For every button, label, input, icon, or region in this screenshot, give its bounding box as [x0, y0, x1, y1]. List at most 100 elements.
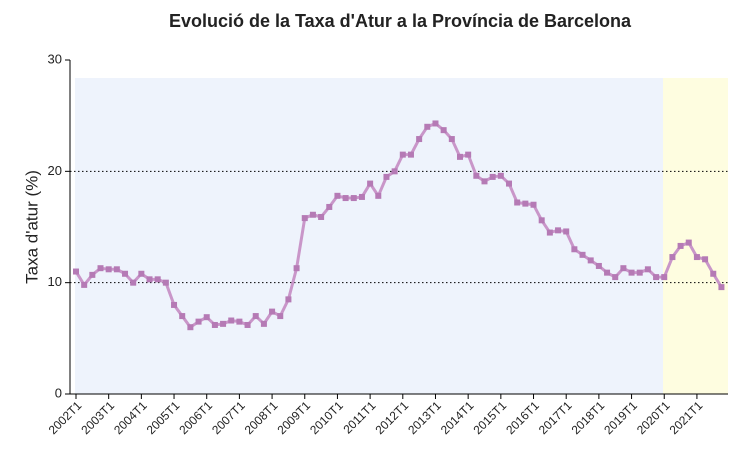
- point: [587, 257, 594, 264]
- x-tick-label: 2005T1: [144, 398, 183, 437]
- point: [555, 227, 562, 234]
- x-tick-label: 2017T1: [536, 398, 575, 437]
- point: [350, 195, 357, 202]
- point: [571, 246, 578, 253]
- x-tick-label: 2003T1: [78, 398, 117, 437]
- point: [391, 168, 398, 175]
- point: [424, 123, 431, 130]
- point: [563, 228, 570, 235]
- point: [661, 274, 668, 281]
- point: [416, 136, 423, 143]
- x-tick-label: 2004T1: [111, 398, 150, 437]
- x-tick-label: 2012T1: [372, 398, 411, 437]
- point: [677, 242, 684, 249]
- point: [138, 270, 145, 277]
- point: [522, 200, 529, 207]
- point: [260, 320, 267, 327]
- point: [628, 269, 635, 276]
- point: [130, 279, 137, 286]
- point: [105, 266, 112, 273]
- point: [89, 271, 96, 278]
- x-tick-label: 2002T1: [46, 398, 85, 437]
- x-tick-label: 2021T1: [667, 398, 706, 437]
- x-tick-label: 2007T1: [209, 398, 248, 437]
- point: [228, 317, 235, 324]
- x-tick-label: 2010T1: [307, 398, 346, 437]
- point: [301, 215, 308, 222]
- point: [318, 213, 325, 220]
- point: [710, 270, 717, 277]
- point: [285, 296, 292, 303]
- point: [612, 274, 619, 281]
- y-tick-label: 0: [55, 385, 62, 400]
- point: [375, 192, 382, 199]
- point: [122, 270, 129, 277]
- x-tick-label: 2011T1: [340, 398, 378, 436]
- point: [244, 321, 251, 328]
- point: [538, 217, 545, 224]
- x-tick-label: 2018T1: [569, 398, 608, 437]
- point: [506, 180, 513, 187]
- point: [211, 321, 218, 328]
- x-tick-label: 2009T1: [274, 398, 313, 437]
- x-tick-label: 2013T1: [405, 398, 444, 437]
- point: [187, 324, 194, 331]
- point: [693, 254, 700, 261]
- point: [440, 127, 447, 134]
- point: [636, 269, 643, 276]
- point: [113, 266, 120, 273]
- point: [514, 199, 521, 206]
- point: [73, 268, 79, 275]
- point: [653, 274, 660, 281]
- point: [473, 172, 480, 179]
- point: [456, 153, 463, 160]
- point: [277, 313, 284, 320]
- point: [146, 276, 153, 283]
- chart-title: Evolució de la Taxa d'Atur a la Provínci…: [169, 11, 632, 31]
- x-tick-label: 2020T1: [634, 398, 673, 437]
- point: [154, 276, 161, 283]
- point: [342, 195, 349, 202]
- point: [236, 318, 243, 325]
- point: [644, 266, 651, 273]
- x-tick-label: 2014T1: [438, 398, 477, 437]
- period-shade: [75, 78, 663, 394]
- point: [179, 313, 186, 320]
- point: [399, 151, 406, 158]
- point: [546, 229, 553, 236]
- point: [481, 178, 488, 185]
- point: [220, 320, 227, 327]
- x-tick-label: 2008T1: [242, 398, 281, 437]
- point: [407, 151, 414, 158]
- point: [252, 313, 259, 320]
- point: [669, 254, 676, 261]
- point: [448, 136, 455, 143]
- point: [620, 265, 627, 272]
- point: [383, 173, 390, 180]
- point: [604, 269, 611, 276]
- point: [162, 279, 169, 286]
- x-tick-label: 2016T1: [503, 398, 542, 437]
- x-tick-label: 2019T1: [601, 398, 640, 437]
- point: [367, 180, 374, 187]
- point: [81, 281, 88, 288]
- point: [718, 284, 725, 291]
- point: [489, 173, 496, 180]
- point: [685, 239, 692, 246]
- point: [326, 203, 333, 210]
- point: [465, 151, 472, 158]
- x-tick-label: 2006T1: [176, 398, 215, 437]
- point: [203, 314, 210, 321]
- point: [530, 201, 537, 208]
- y-tick-label: 20: [48, 163, 62, 178]
- recent-shade: [663, 78, 728, 394]
- point: [97, 265, 104, 272]
- point: [497, 172, 504, 179]
- point: [579, 251, 586, 258]
- point: [432, 120, 439, 127]
- point: [269, 308, 276, 315]
- point: [358, 193, 365, 200]
- point: [309, 211, 316, 218]
- x-tick-label: 2015T1: [471, 398, 510, 437]
